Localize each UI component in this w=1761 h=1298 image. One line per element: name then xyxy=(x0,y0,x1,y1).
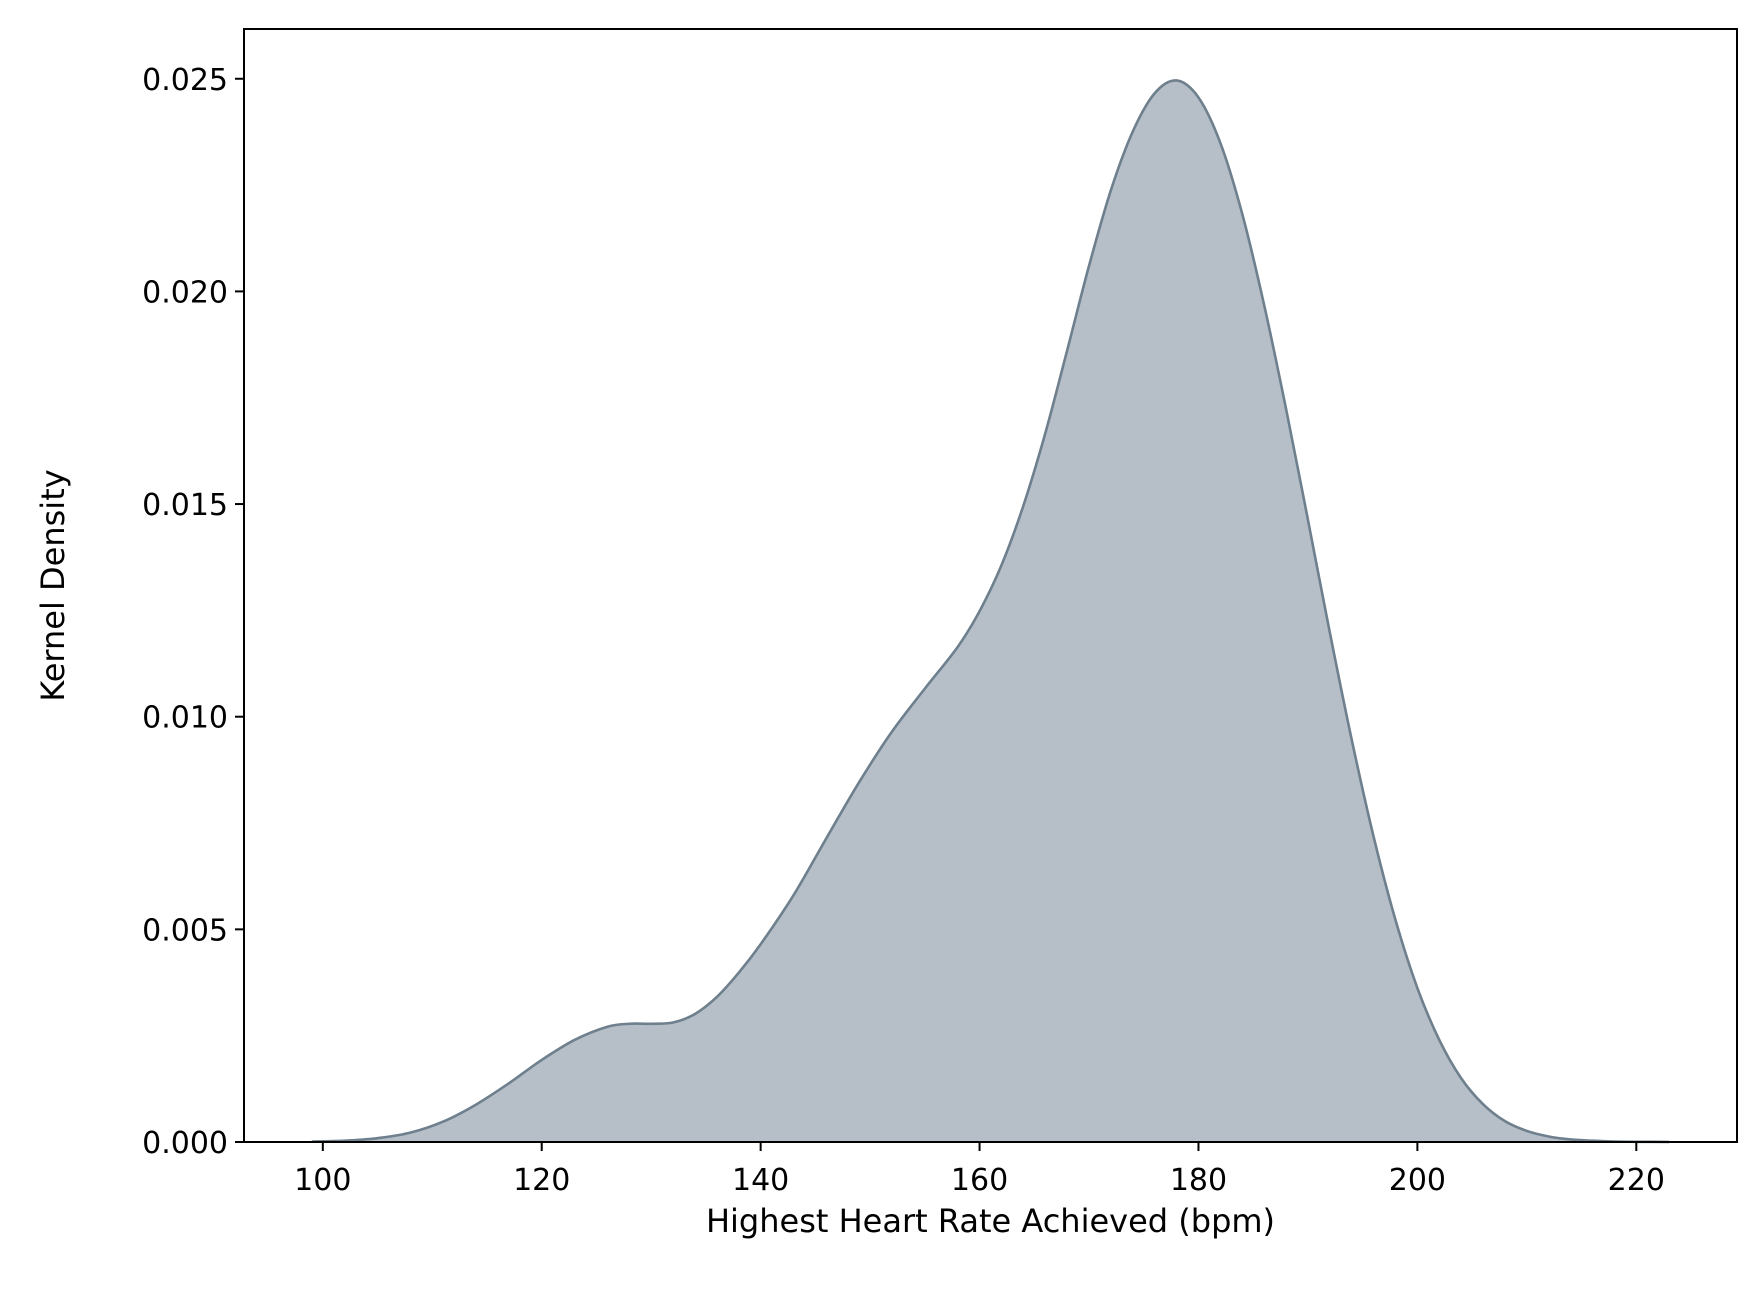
y-tick-label: 0.020 xyxy=(142,275,228,310)
y-tick-label: 0.000 xyxy=(142,1126,228,1161)
y-axis-title: Kernel Density xyxy=(34,469,72,701)
density-area-fill xyxy=(311,80,1670,1142)
x-tick-label: 100 xyxy=(294,1163,351,1198)
plot-area xyxy=(311,79,1670,1144)
y-axis: 0.000 0.005 0.010 0.015 0.020 0.025 xyxy=(142,63,244,1161)
density-curve-line xyxy=(311,79,1670,1144)
x-tick-label: 140 xyxy=(732,1163,789,1198)
y-tick-label: 0.005 xyxy=(142,913,228,948)
x-tick-label: 220 xyxy=(1608,1163,1665,1198)
y-tick-label: 0.010 xyxy=(142,701,228,736)
y-tick-label: 0.015 xyxy=(142,488,228,523)
x-axis-title: Highest Heart Rate Achieved (bpm) xyxy=(706,1202,1275,1240)
x-tick-label: 120 xyxy=(513,1163,570,1198)
axes-frame xyxy=(243,28,1738,1143)
x-tick-label: 200 xyxy=(1389,1163,1446,1198)
x-tick-label: 160 xyxy=(951,1163,1008,1198)
y-tick-label: 0.025 xyxy=(142,63,228,98)
x-axis: 100 120 140 160 180 200 220 xyxy=(294,1142,1665,1198)
x-tick-label: 180 xyxy=(1170,1163,1227,1198)
